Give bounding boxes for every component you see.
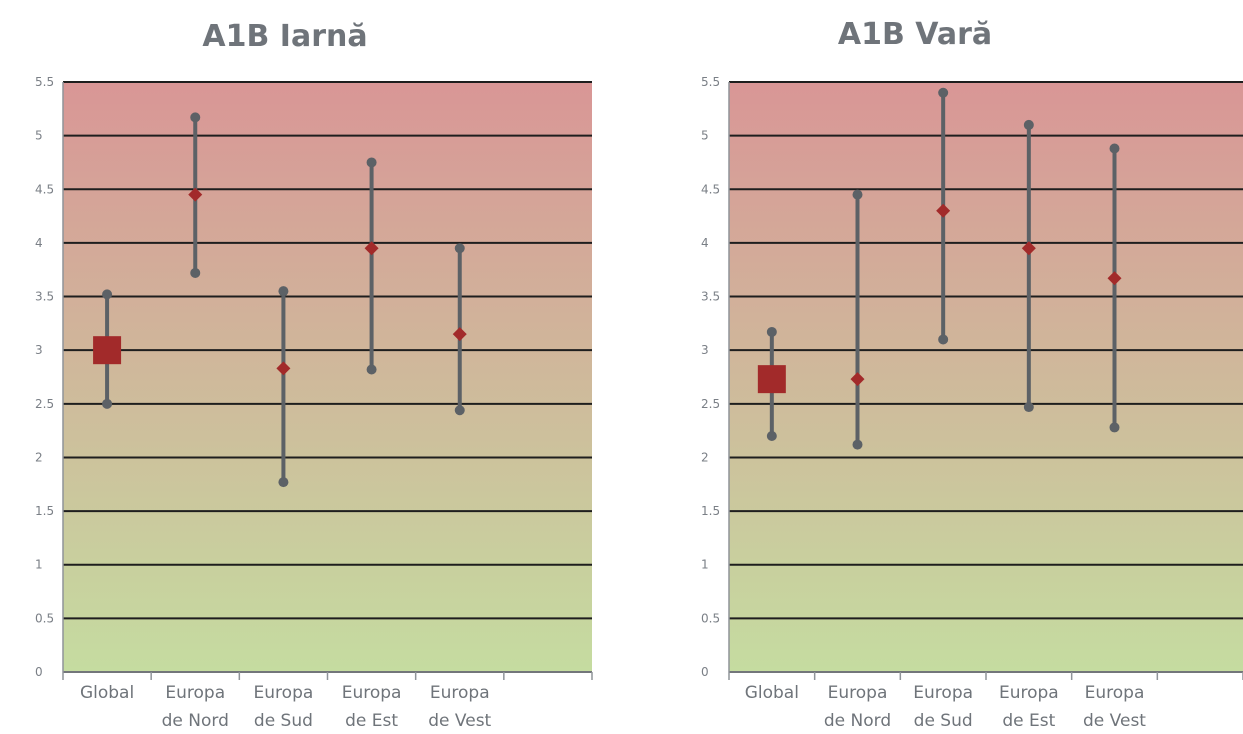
range-high-cap [278,286,289,297]
chart-vara: A1B Vară 0 0.5 1 1.5 2 2.5 3 3.5 4 4.5 5 5.5 Global Eu… [701,17,1243,731]
range-low-cap [1023,402,1034,413]
y-tick-label: 0.5 [701,611,720,625]
data-point-diamond [936,203,951,218]
y-tick-label: 1.5 [35,504,54,518]
chart-iarna: A1B Iarnă 0 0.5 1 1.5 2 2.5 3 3.5 4 4.5 5 5.5 Global E… [35,19,593,731]
range-high-cap [190,112,201,123]
y-tick-label: 3 [701,343,709,357]
range-high-cap [102,289,113,300]
data-point-diamond [364,241,379,256]
plot-background [729,82,1243,672]
chart-title: A1B Vară [838,17,992,52]
y-tick-label: 1 [701,558,709,572]
y-tick-label: 0.5 [35,611,54,625]
range-high-cap [366,157,377,168]
x-tick-label: Europa [254,683,314,703]
range-high-cap [454,243,465,254]
x-tick-label: Europa [342,683,402,703]
y-tick-label: 5 [35,129,43,143]
chart-panel-iarna: A1B Iarnă 0 0.5 1 1.5 2 2.5 3 3.5 4 4.5 5 5.5 Global E… [0,0,620,734]
data-point-diamond [452,327,467,342]
range-low-cap [1109,422,1120,433]
x-tick-label: de Nord [824,711,891,731]
y-tick-label: 2.5 [35,397,54,411]
y-tick-label: 3 [35,343,43,357]
y-tick-label: 4 [35,236,43,250]
range-low-cap [454,405,465,416]
x-tick-label: Global [80,683,134,703]
y-tick-label: 5.5 [35,75,54,89]
x-tick-label: de Nord [162,711,229,731]
range-high-cap [1023,119,1034,130]
x-tick-label: Global [745,683,799,703]
x-tick-label: Europa [1085,683,1145,703]
y-tick-label: 2 [35,450,43,464]
y-tick-label: 5.5 [701,75,720,89]
x-tick-label: Europa [999,683,1059,703]
range-low-cap [852,439,863,450]
x-tick-label: Europa [430,683,490,703]
data-point-square [757,365,786,394]
y-tick-label: 1.5 [701,504,720,518]
data-point-diamond [188,187,203,202]
range-low-cap [102,398,113,409]
data-point-diamond [1021,241,1036,256]
range-low-cap [366,364,377,375]
data-point-square [93,336,122,365]
y-tick-label: 0 [35,665,43,679]
range-high-cap [766,326,777,337]
range-low-cap [190,267,201,278]
x-tick-label: de Sud [914,711,973,731]
range-high-cap [938,87,949,98]
x-tick-label: de Est [345,711,398,731]
range-low-cap [938,334,949,345]
x-tick-label: Europa [165,683,225,703]
y-tick-label: 0 [701,665,709,679]
data-point-diamond [1107,271,1122,286]
range-low-cap [278,477,289,488]
y-tick-label: 2.5 [701,397,720,411]
x-tick-label: de Sud [254,711,313,731]
plot-background [63,82,592,672]
y-tick-label: 1 [35,558,43,572]
data-point-diamond [276,361,291,376]
chart-title: A1B Iarnă [202,19,367,54]
data-point-diamond [850,372,865,387]
x-tick-label: de Vest [1083,711,1146,731]
y-tick-label: 5 [701,129,709,143]
x-tick-label: de Vest [428,711,491,731]
y-tick-label: 3.5 [35,290,54,304]
y-tick-label: 4.5 [701,182,720,196]
y-tick-label: 4 [701,236,709,250]
range-low-cap [766,431,777,441]
y-tick-label: 3.5 [701,290,720,304]
x-tick-label: Europa [913,683,973,703]
x-tick-label: Europa [828,683,888,703]
y-tick-label: 4.5 [35,182,54,196]
chart-panel-vara: A1B Vară 0 0.5 1 1.5 2 2.5 3 3.5 4 4.5 5 5.5 Global Eu… [623,0,1243,734]
range-high-cap [852,189,863,200]
range-high-cap [1109,143,1120,154]
y-tick-label: 2 [701,450,709,464]
x-tick-label: de Est [1002,711,1055,731]
